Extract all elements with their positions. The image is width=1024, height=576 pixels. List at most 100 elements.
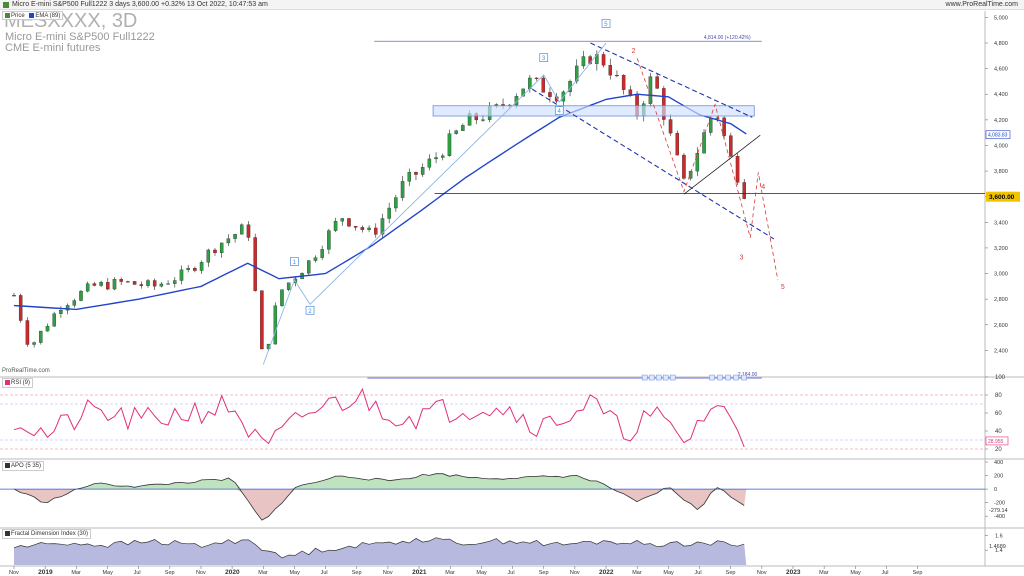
high-level-label: 4,814.00 (+120.42%) xyxy=(704,35,751,41)
price-candle xyxy=(206,249,211,263)
price-candle xyxy=(45,326,50,332)
price-candle xyxy=(615,74,619,77)
price-candle xyxy=(648,76,653,104)
price-candle xyxy=(394,197,398,209)
x-tick-label: May xyxy=(850,570,861,576)
price-candle xyxy=(695,153,700,172)
rsi-line xyxy=(13,387,745,448)
price-candle xyxy=(186,267,190,270)
price-candle xyxy=(333,221,338,231)
x-tick-label: Sep xyxy=(726,570,736,576)
x-tick-label: Nov xyxy=(9,570,19,576)
x-tick-label: Nov xyxy=(196,570,206,576)
fdi-swatch xyxy=(5,530,10,536)
instrument-name: Micro E-mini S&P500 Full1222 xyxy=(5,31,155,43)
level-event-marker xyxy=(641,374,648,381)
price-candle xyxy=(92,283,97,286)
price-candle xyxy=(407,171,412,182)
red-wave-label-4: 4 xyxy=(761,184,765,191)
rsi-legend-label: RSI (9) xyxy=(11,380,31,386)
price-candle xyxy=(621,74,626,90)
legend-ema: EMA (89) xyxy=(35,13,61,19)
price-swatch xyxy=(5,12,10,18)
price-candle xyxy=(420,167,425,175)
price-candle xyxy=(159,283,164,287)
x-tick-label: Mar xyxy=(819,570,829,576)
x-tick-label: 2020 xyxy=(225,569,240,576)
level-event-marker xyxy=(717,374,723,381)
fdi-legend[interactable]: Fractal Dimension Index (30) xyxy=(2,529,92,539)
price-candle xyxy=(59,310,63,314)
price-candle xyxy=(682,154,686,179)
price-candle xyxy=(327,230,331,250)
price-candle xyxy=(313,257,318,261)
price-candle xyxy=(340,218,345,222)
x-tick-label: Sep xyxy=(352,570,362,576)
x-tick-label: Sep xyxy=(165,570,175,576)
instrument-color-icon xyxy=(3,2,9,8)
level-event-marker xyxy=(648,374,655,381)
price-ytick-label: 3,400 xyxy=(994,220,1008,226)
wave-label-box xyxy=(305,305,315,315)
price-candle xyxy=(688,170,693,179)
rsi-legend[interactable]: RSI (9) xyxy=(2,378,34,388)
price-candle xyxy=(18,295,23,321)
price-candle xyxy=(99,282,103,286)
rising-trendline xyxy=(683,134,761,195)
price-candle xyxy=(112,279,117,290)
level-event-marker xyxy=(725,374,731,381)
price-candle xyxy=(240,224,244,235)
exchange-name: CME E-mini futures xyxy=(5,42,101,54)
price-candle xyxy=(286,282,291,290)
price-ytick-label: 4,600 xyxy=(994,67,1008,73)
apo-legend[interactable]: APO (5 35) xyxy=(2,461,45,471)
last-price-tag xyxy=(986,191,1020,202)
x-tick-label: 2023 xyxy=(786,569,801,576)
apo-ytick-label: 400 xyxy=(994,460,1003,466)
price-legend[interactable]: Price EMA (89) xyxy=(2,11,64,20)
wave-label-box xyxy=(601,19,611,28)
price-ytick-label: 4,800 xyxy=(994,41,1008,47)
fdi-ytick-label: 1.4 xyxy=(995,548,1003,554)
apo-ytick-label: -400 xyxy=(994,514,1005,520)
fdi-ytick-label: 1.6 xyxy=(995,533,1003,539)
rsi-value-tag xyxy=(985,436,1009,446)
price-candle xyxy=(307,260,311,274)
price-candle xyxy=(367,227,371,230)
price-candle xyxy=(347,218,351,227)
price-candle xyxy=(360,227,365,230)
x-tick-label: 2021 xyxy=(412,569,427,576)
price-candle xyxy=(139,284,144,286)
apo-line xyxy=(13,473,745,521)
price-candle xyxy=(581,56,586,67)
price-ytick-label: 4,400 xyxy=(994,92,1008,98)
x-tick-label: Sep xyxy=(539,570,549,576)
price-candle xyxy=(199,262,204,271)
price-ytick-label: 2,800 xyxy=(994,297,1008,303)
price-candle xyxy=(320,249,324,258)
price-candle xyxy=(414,171,418,175)
price-candle xyxy=(534,77,539,79)
price-ytick-label: 4,000 xyxy=(994,143,1008,149)
rsi-swatch xyxy=(5,379,10,385)
price-candle xyxy=(574,65,579,82)
price-candle xyxy=(280,289,284,306)
price-candle xyxy=(461,125,465,131)
price-candle xyxy=(541,77,546,93)
price-candle xyxy=(708,118,713,133)
apo-negative-area xyxy=(14,489,747,521)
price-candle xyxy=(434,157,438,160)
elliott-wave-path xyxy=(262,42,607,365)
fdi-line xyxy=(13,537,745,559)
price-candle xyxy=(246,224,251,238)
x-tick-label: Mar xyxy=(71,570,81,576)
price-candle xyxy=(52,313,56,327)
price-candle xyxy=(374,227,378,235)
price-candle xyxy=(39,330,43,343)
price-candle xyxy=(173,280,177,284)
price-candle xyxy=(447,133,452,156)
price-candle xyxy=(441,155,445,158)
price-candle xyxy=(25,320,30,345)
price-ytick-label: 3,000 xyxy=(994,272,1008,278)
